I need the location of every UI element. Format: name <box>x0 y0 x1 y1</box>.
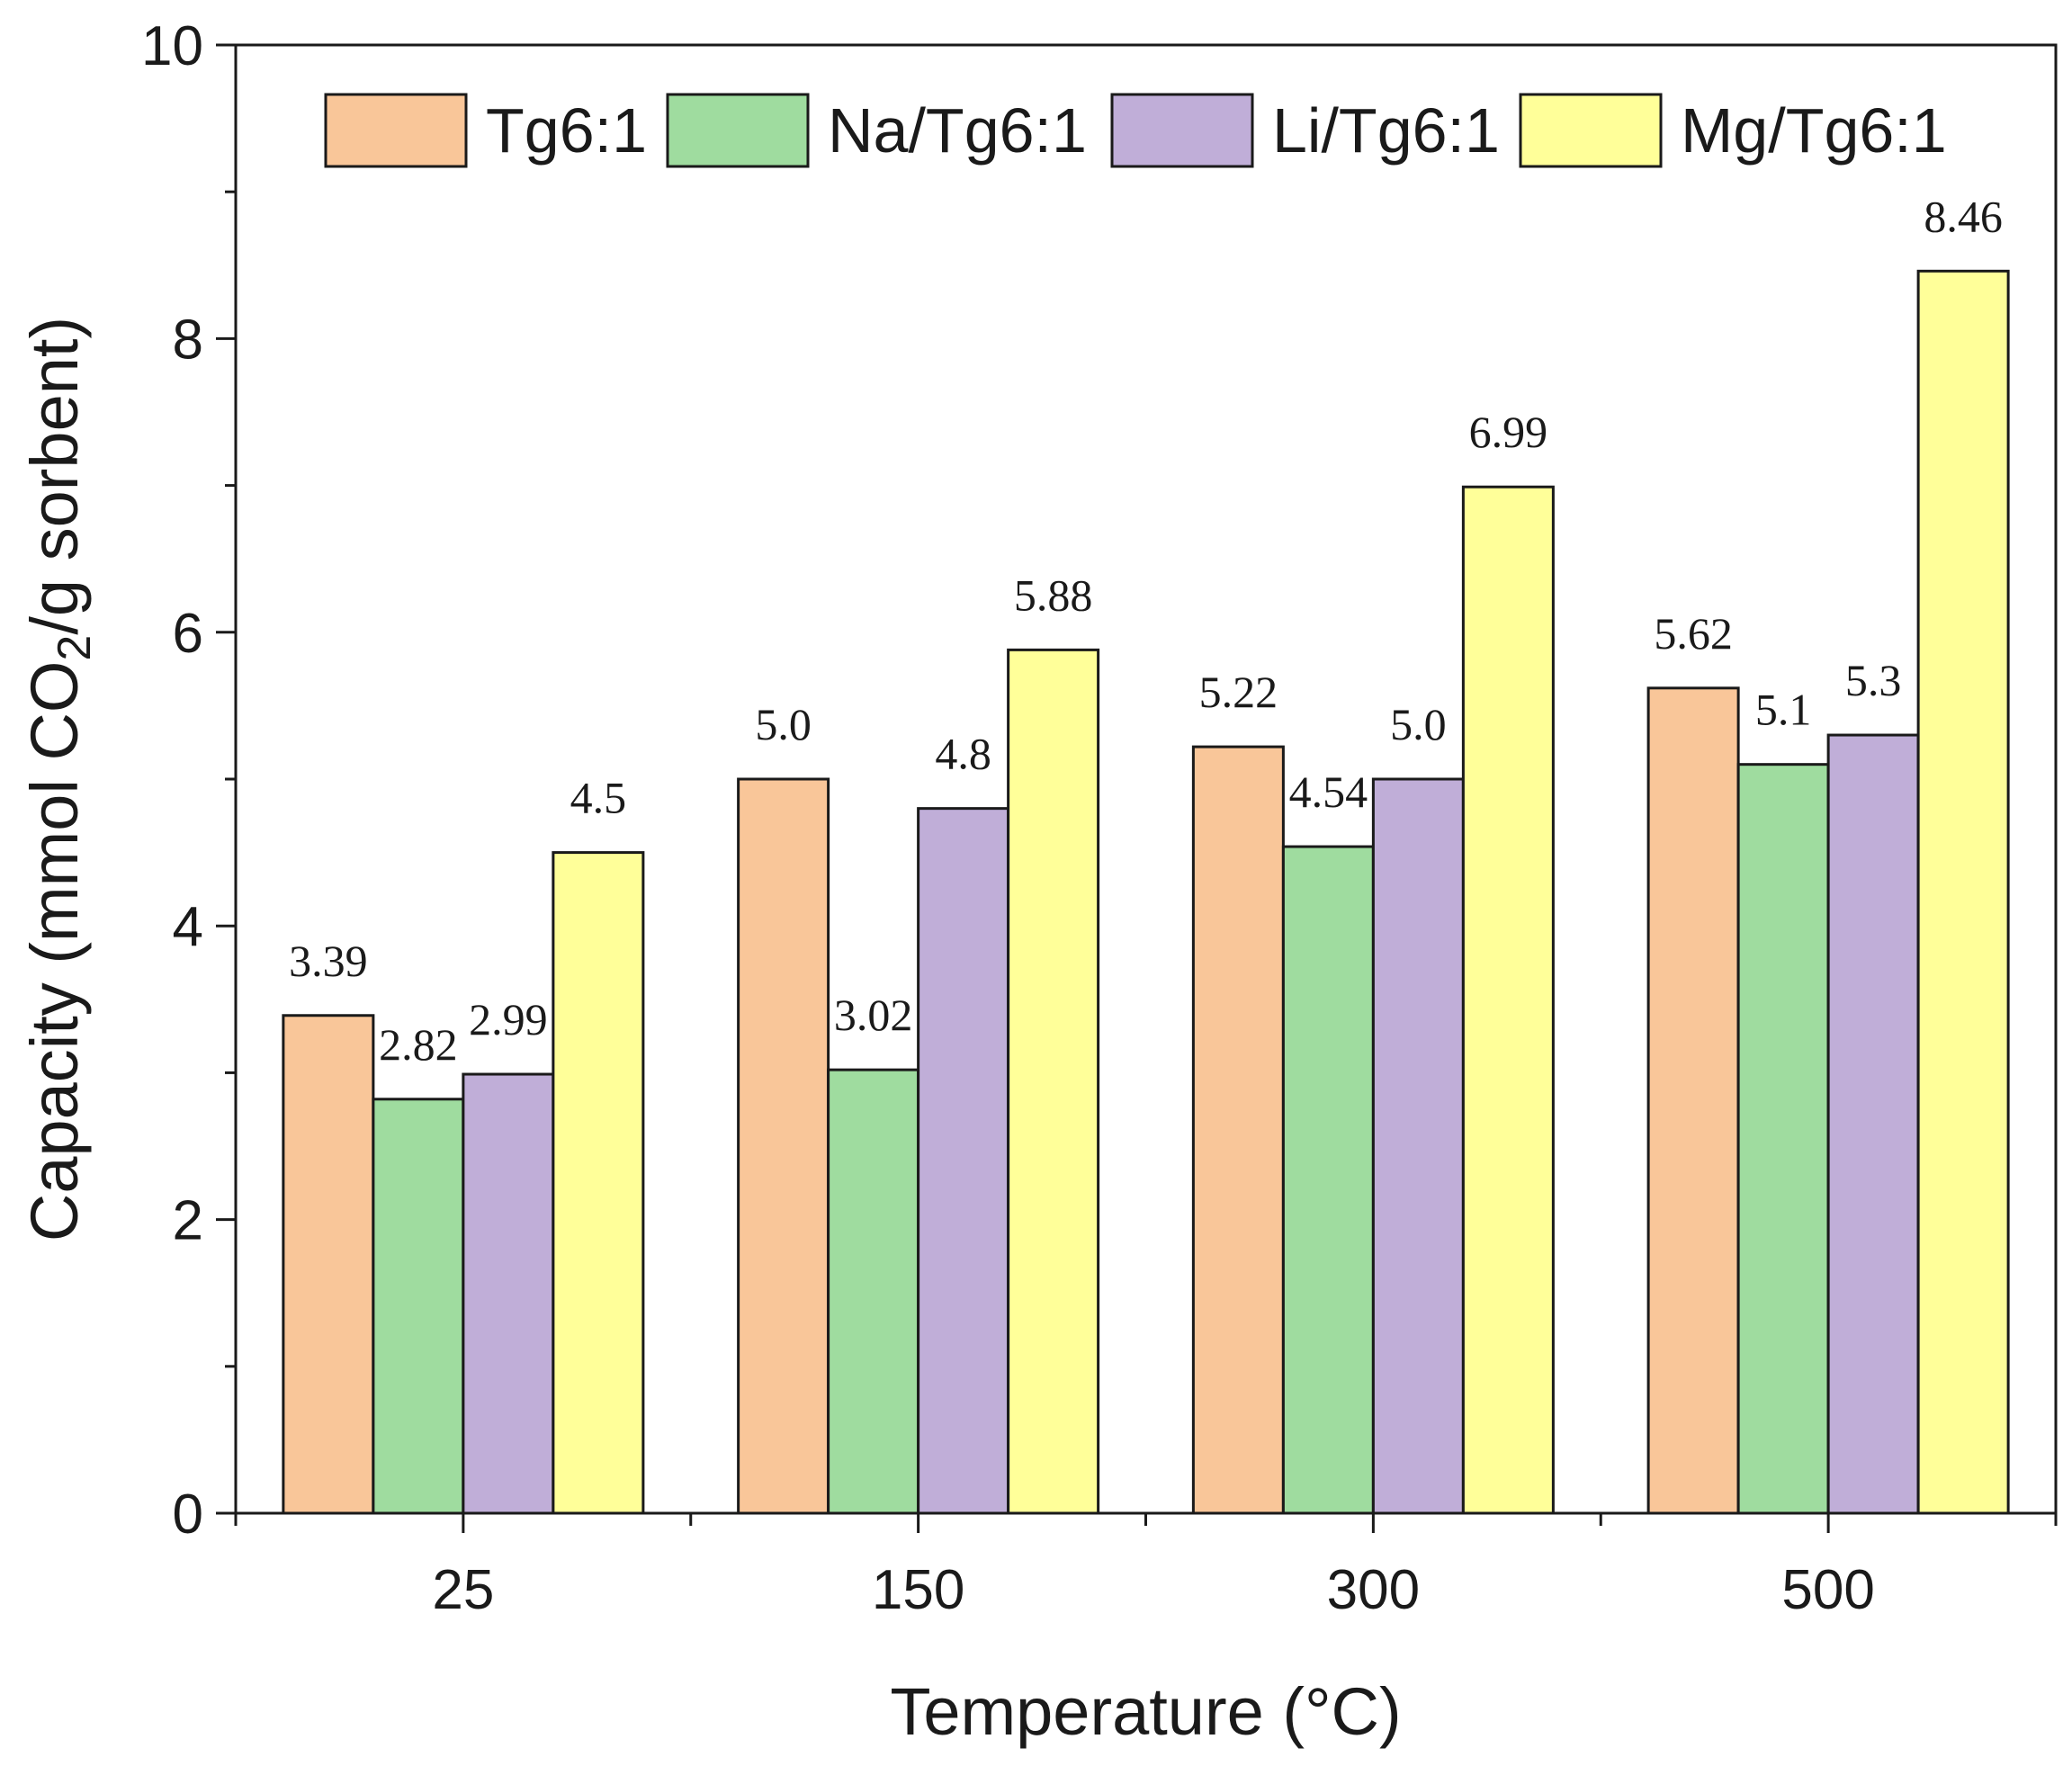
legend-label-tg6-1: Tg6:1 <box>486 95 647 166</box>
x-tick-label: 500 <box>1781 1559 1874 1621</box>
bar-mg-tg6-1-150 <box>1007 648 1100 1515</box>
data-label-na-tg6-1-150: 3.02 <box>834 990 913 1040</box>
bar-na-tg6-1-300 <box>1281 845 1375 1515</box>
bar-na-tg6-1-25 <box>372 1098 465 1515</box>
x-axis-title: Temperature (°C) <box>890 1674 1401 1749</box>
x-tick-label: 300 <box>1327 1559 1420 1621</box>
y-axis-title: Capacity (mmol CO2/g sorbent) <box>17 317 101 1242</box>
data-label-na-tg6-1-300: 4.54 <box>1289 766 1368 817</box>
bar-tg6-1-150 <box>737 777 830 1515</box>
bar-li-tg6-1-150 <box>917 807 1010 1515</box>
data-label-li-tg6-1-25: 2.99 <box>469 994 548 1044</box>
legend-label-na-tg6-1: Na/Tg6:1 <box>828 95 1087 166</box>
data-label-tg6-1-500: 5.62 <box>1654 608 1733 659</box>
data-label-li-tg6-1-300: 5.0 <box>1390 699 1447 749</box>
bar-na-tg6-1-500 <box>1736 763 1830 1515</box>
data-label-mg-tg6-1-300: 6.99 <box>1469 407 1548 457</box>
bar-mg-tg6-1-500 <box>1916 269 2010 1515</box>
legend-swatch-na-tg6-1 <box>666 93 810 168</box>
data-label-tg6-1-150: 5.0 <box>755 699 812 749</box>
legend-swatch-li-tg6-1 <box>1110 93 1254 168</box>
y-axis-title-subscript: 2 <box>49 635 101 661</box>
legend-swatch-mg-tg6-1 <box>1519 93 1663 168</box>
y-tick-label: 2 <box>173 1190 203 1252</box>
data-label-na-tg6-1-25: 2.82 <box>379 1019 458 1070</box>
data-label-li-tg6-1-150: 4.8 <box>935 729 991 779</box>
bar-tg6-1-300 <box>1191 745 1285 1515</box>
legend-label-li-tg6-1: Li/Tg6:1 <box>1272 95 1500 166</box>
data-label-tg6-1-25: 3.39 <box>289 936 368 986</box>
data-label-tg6-1-300: 5.22 <box>1199 667 1278 717</box>
legend: Tg6:1 Na/Tg6:1 Li/Tg6:1 Mg/Tg6:1 <box>324 93 1947 168</box>
axes: 0 2 4 6 8 10 25 150 300 500 <box>141 15 2058 1621</box>
data-label-li-tg6-1-500: 5.3 <box>1845 655 1902 705</box>
data-label-mg-tg6-1-500: 8.46 <box>1924 191 2003 241</box>
legend-label-mg-tg6-1: Mg/Tg6:1 <box>1681 95 1947 166</box>
y-tick-label: 8 <box>173 309 203 371</box>
bar-mg-tg6-1-300 <box>1461 485 1555 1515</box>
data-labels: 3.39 5.0 5.22 5.62 2.82 3.02 4.54 5.1 2.99 4.8 5.0… <box>289 191 2003 1069</box>
bar-na-tg6-1-150 <box>827 1068 920 1515</box>
bar-li-tg6-1-25 <box>462 1072 555 1515</box>
bar-tg6-1-500 <box>1646 686 1740 1515</box>
y-axis-title-unit: /g sorbent) <box>17 317 92 635</box>
data-label-mg-tg6-1-25: 4.5 <box>570 773 627 823</box>
x-tick-label: 150 <box>872 1559 964 1621</box>
bar-tg6-1-25 <box>282 1014 375 1515</box>
y-axis-title-main: Capacity (mmol CO <box>17 661 92 1242</box>
y-tick-label: 4 <box>173 896 203 958</box>
bars <box>282 269 2010 1515</box>
y-tick-label: 10 <box>141 15 203 77</box>
y-tick-label: 0 <box>173 1484 203 1546</box>
y-tick-label: 6 <box>173 603 203 665</box>
bar-li-tg6-1-300 <box>1371 777 1465 1515</box>
data-label-mg-tg6-1-150: 5.88 <box>1014 569 1093 620</box>
x-tick-label: 25 <box>432 1559 494 1621</box>
bar-li-tg6-1-500 <box>1826 733 1920 1515</box>
data-label-na-tg6-1-500: 5.1 <box>1755 685 1812 735</box>
bar-mg-tg6-1-25 <box>552 851 645 1515</box>
legend-swatch-tg6-1 <box>324 93 468 168</box>
